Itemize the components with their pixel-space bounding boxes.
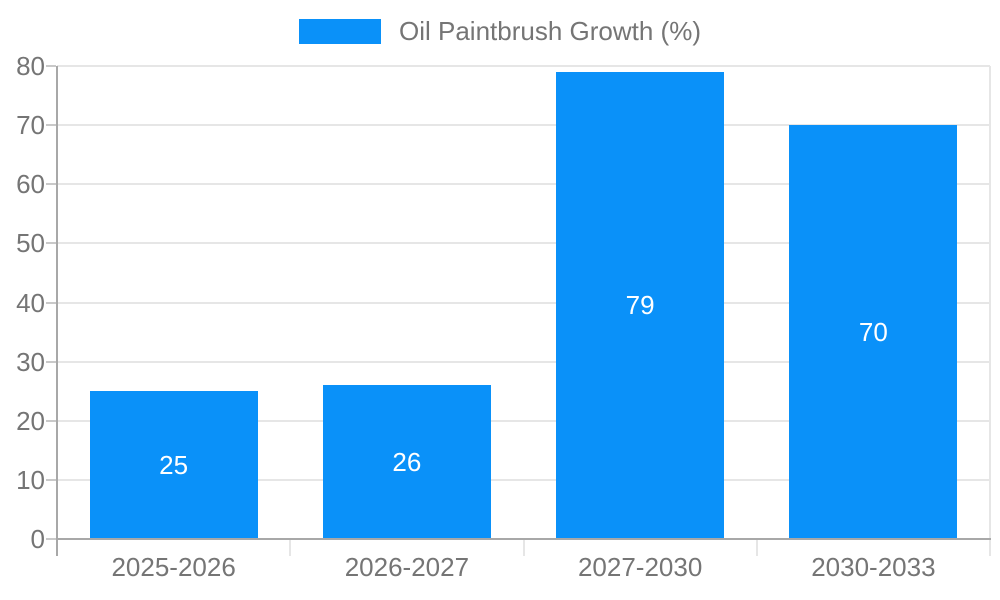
- bar-value-label: 26: [392, 447, 422, 478]
- gridline-80: [57, 65, 990, 67]
- gridline-60: [57, 183, 990, 186]
- y-axis-tick-40: [46, 301, 56, 304]
- y-axis-tick-label: 80: [16, 51, 45, 81]
- y-axis-tick-label: 10: [16, 464, 45, 495]
- x-axis-category-label: 2025-2026: [111, 552, 236, 582]
- bar-2025-2026[interactable]: 25: [89, 391, 258, 539]
- gridline-20: [57, 419, 990, 422]
- bar-2026-2027[interactable]: 26: [322, 385, 491, 539]
- bar-value-label: 25: [159, 450, 189, 481]
- y-axis-tick-60: [46, 183, 56, 186]
- y-axis-tick-label: 70: [16, 110, 45, 141]
- x-axis-category-label: 2030-2033: [811, 552, 936, 582]
- x-axis-category-label: 2026-2027: [344, 552, 470, 582]
- x-axis-category-label: 2027-2030: [577, 552, 703, 582]
- y-axis-tick-label: 60: [16, 169, 45, 200]
- y-axis-tick-label: 20: [16, 405, 45, 436]
- y-axis-tick-70: [46, 124, 56, 127]
- gridline-40: [57, 301, 990, 304]
- x-axis-line: [56, 538, 991, 540]
- y-axis-tick-label: 40: [16, 287, 45, 318]
- x-axis-boundary-tick: [755, 540, 758, 556]
- bar-value-label: 79: [625, 290, 655, 321]
- plot-right-border: [989, 66, 991, 556]
- y-axis-tick-0: [46, 538, 56, 540]
- y-axis-tick-20: [46, 419, 56, 422]
- y-axis-tick-label: 50: [16, 228, 45, 259]
- y-axis-tick-label: 0: [30, 524, 45, 554]
- y-axis-tick-label: 30: [16, 346, 45, 377]
- x-axis-boundary-tick: [522, 540, 525, 556]
- gridline-50: [57, 242, 990, 245]
- legend-swatch: [299, 19, 381, 44]
- x-axis-boundary-tick: [289, 540, 292, 556]
- y-axis-tick-50: [46, 242, 56, 245]
- x-axis: 2025-2026 2026-2027 2027-2030 2030-2033: [0, 552, 1000, 588]
- y-axis-tick-80: [46, 65, 56, 67]
- bar-2027-2030[interactable]: 79: [556, 71, 725, 539]
- bar-2030-2033[interactable]: 70: [789, 125, 958, 539]
- chart-legend: Oil Paintbrush Growth (%): [0, 16, 1000, 47]
- gridline-30: [57, 360, 990, 363]
- y-axis-line: [56, 66, 58, 556]
- y-axis: 0 10 20 30 40 50 60 70 80: [0, 0, 45, 600]
- gridline-70: [57, 124, 990, 127]
- plot-area: 25 26 79 70: [57, 65, 990, 539]
- gridline-10: [57, 478, 990, 481]
- legend-series-label: Oil Paintbrush Growth (%): [399, 16, 701, 46]
- bar-value-label: 70: [858, 317, 888, 348]
- y-axis-tick-10: [46, 478, 56, 481]
- y-axis-tick-30: [46, 360, 56, 363]
